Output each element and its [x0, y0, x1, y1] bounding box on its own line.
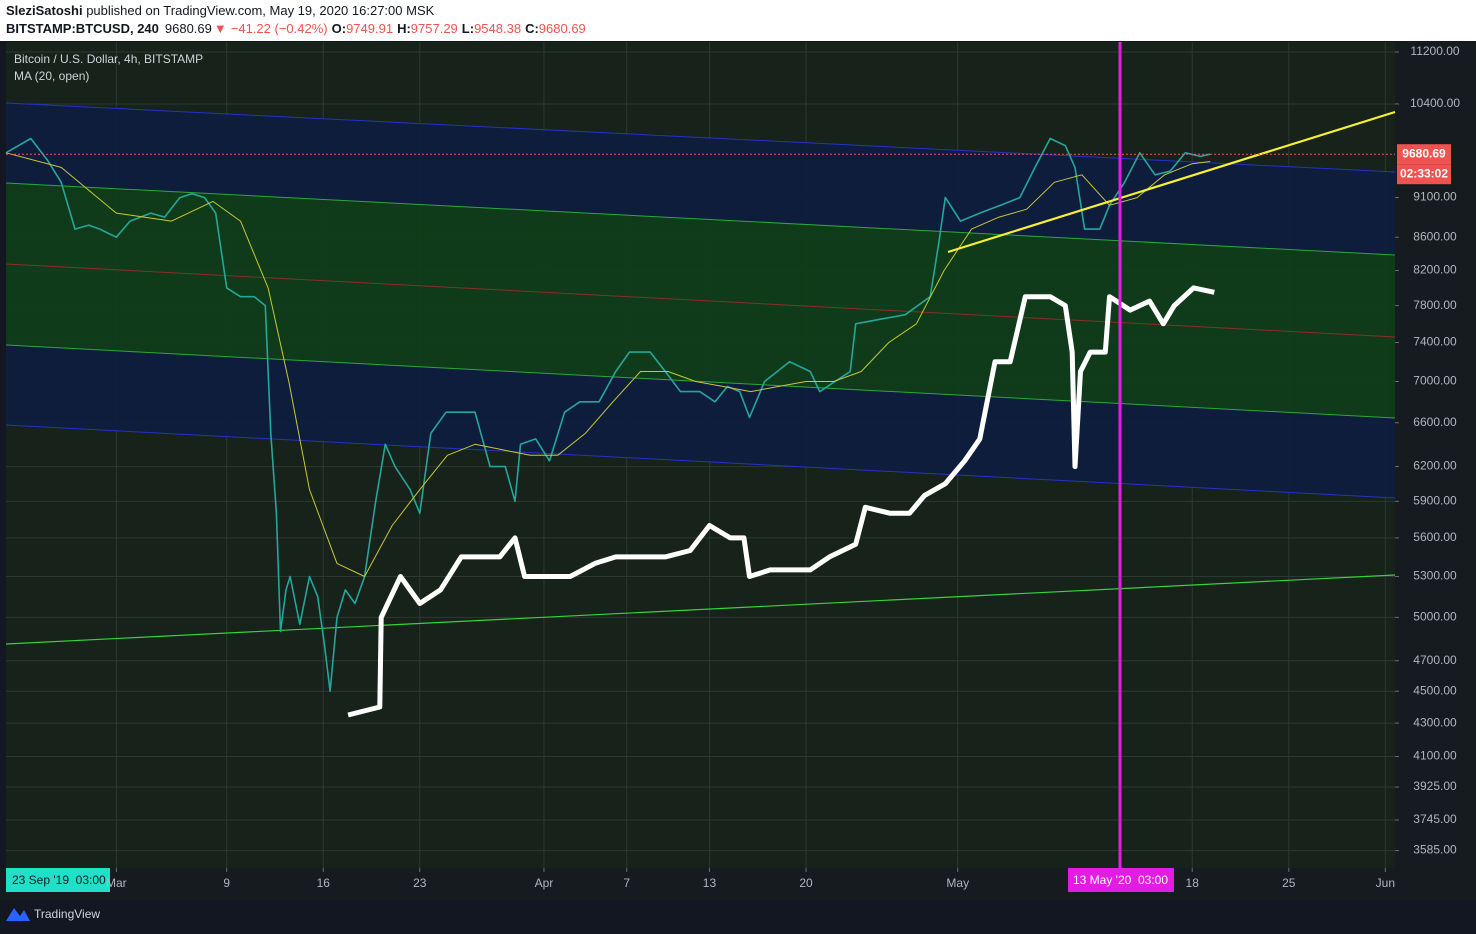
series-layer — [5, 137, 1215, 718]
brand: TradingView — [6, 907, 100, 921]
y-tick-label: 5300.00 — [1413, 569, 1457, 583]
y-tick-label: 6200.00 — [1413, 459, 1457, 473]
x-tick-label: 18 — [1186, 876, 1200, 890]
y-tick-label: 5600.00 — [1413, 530, 1457, 544]
y-tick-label: 10400.00 — [1410, 96, 1460, 110]
support-line — [5, 574, 1396, 645]
arrow: ▼ — [214, 21, 227, 36]
last-price-label: 9680.69 — [1402, 146, 1446, 160]
y-tick-label: 3925.00 — [1413, 779, 1457, 793]
y-tick-label: 7800.00 — [1413, 298, 1457, 312]
last-price-box — [1397, 144, 1451, 165]
ohlc-key: H: — [397, 21, 411, 36]
y-tick-label: 9100.00 — [1413, 190, 1457, 204]
y-tick-label: 7400.00 — [1413, 335, 1457, 349]
y-tick-label: 6600.00 — [1413, 415, 1457, 429]
y-tick-label: 11200.00 — [1410, 44, 1459, 58]
x-tick-label: 13 — [703, 876, 717, 890]
y-tick-label: 8600.00 — [1413, 229, 1457, 243]
ohlc-key: L: — [462, 21, 474, 36]
ohlc-value: 9757.29 — [411, 21, 458, 36]
x-tick-label: 23 — [413, 876, 427, 890]
countdown-label: 02:33:02 — [1400, 166, 1448, 180]
y-tick-label: 5000.00 — [1413, 610, 1457, 624]
header-line-1: SleziSatoshi published on TradingView.co… — [6, 3, 435, 18]
y-axis-background — [1395, 42, 1476, 900]
series-line — [347, 285, 1215, 718]
crosshair-label: 23 Sep '19 03:00 — [12, 873, 106, 887]
crosshair-box — [1068, 868, 1174, 892]
channel-line — [5, 102, 1396, 173]
x-tick-label: Mar — [106, 876, 127, 890]
legend-entry: MA (20, open) — [14, 69, 89, 83]
published: published on TradingView.com, May 19, 20… — [83, 3, 435, 18]
footer-bar — [0, 900, 1476, 934]
x-tick-label: 25 — [1282, 876, 1296, 890]
lower-channel-band — [6, 345, 1395, 498]
y-tick-label: 4100.00 — [1413, 749, 1457, 763]
last: 9680.69 — [165, 21, 212, 36]
series-line — [5, 152, 1211, 577]
series-line — [5, 137, 1211, 692]
x-tick-label: 16 — [317, 876, 331, 890]
ohlc-value: 9749.91 — [346, 21, 393, 36]
brand-name: TradingView — [34, 907, 100, 921]
ohlc-value: 9680.69 — [539, 21, 586, 36]
channel-line — [5, 344, 1396, 419]
x-tick-label: May — [946, 876, 969, 890]
crosshair-box — [6, 868, 110, 892]
x-tick-label: 7 — [623, 876, 630, 890]
ohlc-value: 9548.38 — [474, 21, 521, 36]
x-tick-label: 9 — [223, 876, 230, 890]
y-tick-label: 5900.00 — [1413, 494, 1457, 508]
ohlc-key: C: — [525, 21, 539, 36]
author: SleziSatoshi — [6, 3, 83, 18]
trend-line — [947, 110, 1396, 254]
countdown-box — [1397, 164, 1451, 185]
y-tick-label: 4700.00 — [1413, 653, 1457, 667]
y-tick-label: 4500.00 — [1413, 683, 1457, 697]
y-tick-label: 3585.00 — [1413, 843, 1457, 857]
y-tick-label: 4300.00 — [1413, 715, 1457, 729]
channel-line — [5, 182, 1396, 256]
ohlc-key: O: — [332, 21, 346, 36]
upper-channel-band — [6, 103, 1395, 255]
brand-logo — [6, 908, 30, 921]
symbol: BITSTAMP:BTCUSD, 240 — [6, 21, 159, 36]
y-tick-label: 8200.00 — [1413, 263, 1457, 277]
crosshair-label: 13 May '20 03:00 — [1073, 873, 1168, 887]
x-tick-label: 20 — [799, 876, 813, 890]
x-tick-label: Jun — [1376, 876, 1395, 890]
y-tick-label: 7000.00 — [1413, 374, 1457, 388]
change: −41.22 (−0.42%) — [231, 21, 328, 36]
header-line-2: BITSTAMP:BTCUSD, 240 9680.69 ▼ −41.22 (−0.4… — [6, 21, 586, 36]
header-bar — [0, 0, 1476, 41]
x-tick-label: Apr — [535, 876, 554, 890]
channel-line — [5, 424, 1396, 499]
y-tick-label: 3745.00 — [1413, 812, 1457, 826]
legend-entry: Bitcoin / U.S. Dollar, 4h, BITSTAMP — [14, 52, 203, 66]
